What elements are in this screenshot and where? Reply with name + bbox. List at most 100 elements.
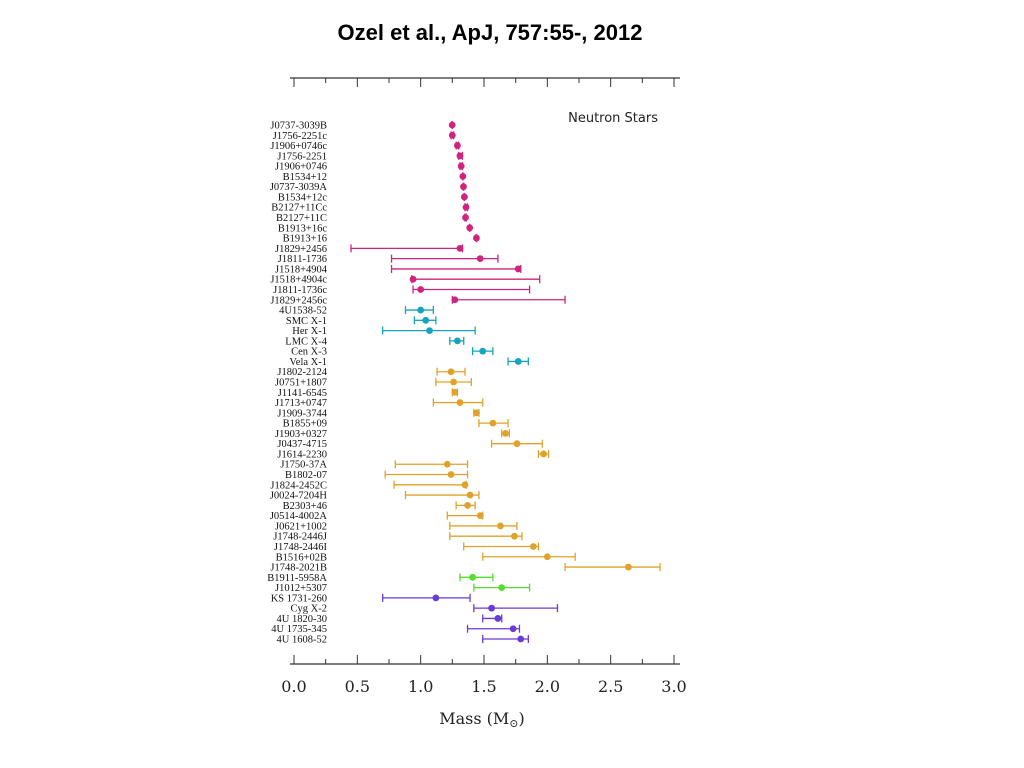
star-row: B2127+11C: [276, 213, 469, 224]
star-row: J1802-2124: [277, 367, 466, 378]
x-axis-label: Mass (M⊙): [439, 709, 525, 730]
plot-frame: [290, 77, 680, 665]
star-name-label: J0751+1807: [275, 378, 327, 389]
star-row: Cyg X-2: [291, 604, 559, 615]
star-row: Her X-1: [292, 326, 476, 337]
star-name-label: Cen X-3: [291, 347, 327, 358]
mass-point: [448, 131, 456, 139]
star-row: J1906+0746: [275, 162, 465, 173]
star-row: B1855+09: [283, 419, 509, 430]
mass-point: [460, 183, 467, 191]
x-tick-label: 1.5: [471, 677, 496, 696]
star-name-label: J0514-4002A: [270, 511, 328, 522]
mass-point: [456, 399, 464, 406]
mass-point: [464, 501, 471, 509]
star-name-label: J1802-2124: [277, 367, 327, 378]
star-row: J1829+2456: [275, 244, 464, 255]
star-name-label: J1906+0746: [275, 162, 327, 173]
legend-label: Neutron Stars: [568, 111, 658, 126]
mass-point: [514, 358, 522, 365]
star-name-label: J1909-3744: [277, 408, 327, 419]
star-name-label: 4U 1608-52: [277, 635, 327, 646]
data-rows: J0737-3039BJ1756-2251cJ1906+0746cJ1756-2…: [267, 121, 661, 646]
star-name-label: 4U 1820-30: [277, 614, 327, 625]
star-row: J1811-1736c: [273, 285, 531, 296]
slide-title: Ozel et al., ApJ, 757:55-, 2012: [337, 20, 643, 45]
star-row: J0024-7204H: [270, 491, 480, 502]
star-row: B2127+11Cc: [271, 203, 470, 214]
star-name-label: 4U 1735-345: [271, 624, 327, 635]
star-name-label: LMC X-4: [285, 336, 327, 347]
star-name-label: J1829+2456c: [270, 295, 327, 306]
star-row: J1614-2230: [277, 449, 550, 460]
star-name-label: J1713+0747: [275, 398, 327, 409]
mass-point: [432, 594, 440, 602]
mass-point: [454, 337, 461, 345]
mass-point: [625, 563, 632, 571]
star-name-label: J1748-2021B: [270, 563, 327, 574]
star-name-label: B1516+02B: [276, 552, 327, 563]
mass-point: [513, 440, 521, 448]
star-row: J1748-2021B: [270, 563, 661, 574]
mass-point: [497, 522, 504, 530]
mass-point: [473, 234, 480, 242]
star-row: 4U 1820-30: [277, 614, 503, 625]
star-row: B1534+12: [283, 172, 467, 183]
mass-point: [447, 368, 455, 376]
mass-point: [511, 532, 518, 540]
star-row: J1756-2251: [277, 151, 464, 162]
star-name-label: Cyg X-2: [291, 604, 327, 615]
star-name-label: Her X-1: [292, 326, 327, 337]
mass-point: [417, 286, 425, 293]
star-row: LMC X-4: [285, 336, 465, 347]
x-tick-label: 0.0: [281, 677, 306, 696]
star-name-label: J1141-6545: [278, 388, 327, 399]
star-name-label: J1756-2251c: [273, 131, 328, 142]
mass-point: [422, 316, 430, 324]
star-row: J1518+4904: [275, 264, 522, 275]
x-tick-label: 2.5: [598, 677, 623, 696]
star-row: J1909-3744: [277, 408, 480, 419]
x-tick-label: 3.0: [661, 677, 686, 696]
mass-point: [451, 296, 459, 304]
star-row: J0737-3039A: [270, 182, 467, 193]
x-tick-label: 0.5: [345, 677, 370, 696]
star-name-label: J1518+4904c: [270, 275, 327, 286]
star-row: J0737-3039B: [270, 121, 456, 132]
mass-point: [460, 193, 468, 201]
mass-point: [459, 173, 467, 180]
x-axis-label-text: Mass (M: [439, 709, 509, 728]
star-row: J1713+0747: [275, 398, 484, 409]
star-row: SMC X-1: [286, 316, 437, 327]
mass-point: [457, 162, 465, 170]
star-row: J1748-2446I: [274, 542, 540, 553]
star-row: J1750-37A: [280, 460, 469, 471]
mass-point: [540, 450, 547, 458]
star-name-label: J1829+2456: [275, 244, 327, 255]
star-row: J0621+1002: [275, 521, 518, 532]
mass-point: [509, 625, 517, 633]
star-name-label: J1750-37A: [280, 460, 327, 471]
mass-point: [451, 388, 459, 396]
mass-point: [462, 203, 470, 211]
star-name-label: B1855+09: [283, 419, 327, 430]
star-row: 4U 1735-345: [271, 624, 521, 635]
star-name-label: B1534+12c: [278, 192, 327, 203]
x-axis-ticks: 0.0 0.5 1.0 1.5 2.0 2.5 3.0: [281, 78, 687, 696]
star-row: J1903+0327: [275, 429, 510, 440]
solar-mass-symbol: ⊙: [509, 717, 518, 730]
star-row: J1824-2452C: [270, 480, 469, 491]
star-row: B1913+16: [283, 234, 480, 245]
star-name-label: J1748-2446J: [273, 532, 327, 543]
mass-point: [469, 573, 476, 581]
star-name-label: Vela X-1: [289, 357, 327, 368]
star-name-label: J0737-3039A: [270, 182, 328, 193]
star-row: Vela X-1: [289, 357, 529, 368]
star-name-label: J1012+5307: [275, 583, 327, 594]
star-name-label: J1614-2230: [277, 449, 327, 460]
mass-point: [494, 615, 502, 622]
x-axis-label-close: ): [519, 709, 525, 728]
star-name-label: J1756-2251: [277, 151, 327, 162]
mass-point: [417, 306, 425, 314]
